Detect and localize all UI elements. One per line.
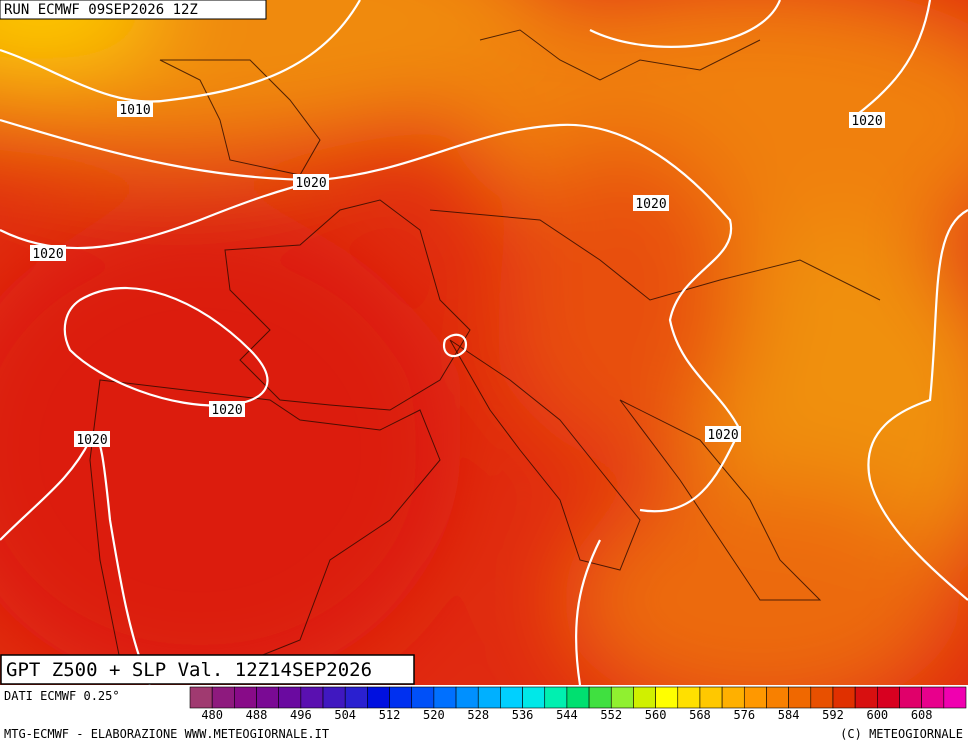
colorbar-swatch [544, 686, 568, 709]
colorbar-tick-label: 504 [334, 708, 356, 722]
colorbar-swatch [633, 686, 656, 709]
colorbar-swatch [300, 686, 324, 709]
run-label-box: RUN ECMWF 09SEP2026 12Z [0, 0, 267, 20]
footer-right: (C) METEOGIORNALE [840, 727, 963, 741]
colorbar-tick-label: 528 [467, 708, 489, 722]
colorbar-tick-label: 496 [290, 708, 312, 722]
isobar-label: 1020 [211, 403, 242, 418]
colorbar-swatch [877, 686, 900, 709]
colorbar-tick-label: 568 [689, 708, 711, 722]
isobar-label: 1020 [635, 197, 666, 212]
data-source: DATI ECMWF 0.25° [4, 689, 120, 703]
colorbar-tick-label: 576 [733, 708, 755, 722]
colorbar-swatch [389, 686, 413, 709]
colorbar-swatch [522, 686, 546, 709]
colorbar-tick-label: 488 [246, 708, 268, 722]
isobar-label-bg [30, 245, 66, 261]
isobar-label: 1020 [76, 433, 107, 448]
colorbar-swatch [743, 686, 767, 709]
colorbar-swatch [588, 686, 612, 709]
colorbar-swatch [566, 686, 590, 709]
colorbar-swatch [677, 686, 701, 709]
colorbar-swatch [411, 686, 435, 709]
colorbar-tick-label: 608 [911, 708, 933, 722]
colorbar-tick-label: 544 [556, 708, 578, 722]
isobar-label-bg [633, 195, 669, 211]
isobar-labels: 1010 1020 1020 1020 1020 1020 1020 1020 [30, 101, 885, 448]
isobar-label: 1020 [707, 428, 738, 443]
isobar-label: 1010 [119, 103, 150, 118]
colorbar-swatch [477, 686, 501, 709]
colorbar-swatch [788, 686, 812, 709]
map-field [0, 0, 968, 720]
colorbar-swatch [610, 686, 634, 709]
colorbar-swatch [433, 686, 457, 709]
colorbar-swatch [921, 686, 945, 709]
isobar-label: 1020 [295, 176, 326, 191]
colorbar-swatch [367, 686, 390, 709]
colorbar-tick-label: 536 [512, 708, 534, 722]
colorbar-swatch [234, 686, 257, 709]
colorbar-tick-label: 552 [600, 708, 622, 722]
colorbar: 480 488 496 504 512 520 528 536 544 552 560 568 576 5… [189, 686, 967, 722]
run-label: RUN ECMWF 09SEP2026 12Z [4, 2, 198, 18]
colorbar-tick-label: 584 [778, 708, 800, 722]
isobar-label-bg [293, 174, 329, 190]
colorbar-swatch [810, 686, 834, 709]
colorbar-swatch [278, 686, 302, 709]
colorbar-swatch [899, 686, 922, 709]
colorbar-swatch [256, 686, 279, 709]
colorbar-swatch [854, 686, 878, 709]
isobar-label: 1020 [32, 247, 63, 262]
isobar-label-bg [705, 426, 741, 442]
colorbar-swatch [455, 686, 479, 709]
colorbar-swatch [211, 686, 235, 709]
footer-left: MTG-ECMWF - ELABORAZIONE WWW.METEOGIORNA… [4, 727, 329, 741]
colorbar-swatch [655, 686, 679, 709]
colorbar-tick-label: 560 [645, 708, 667, 722]
colorbar-tick-label: 592 [822, 708, 844, 722]
isobar-label-bg [117, 101, 153, 117]
colorbar-tick-label: 600 [866, 708, 888, 722]
isobar-label-bg [74, 431, 110, 447]
colorbar-swatch [766, 686, 789, 709]
map-title-box: GPT Z500 + SLP Val. 12Z14SEP2026 [0, 654, 415, 685]
colorbar-swatch [699, 686, 723, 709]
colorbar-swatch [344, 686, 368, 709]
isobar-label-bg [209, 401, 245, 417]
coastlines [89, 29, 881, 681]
colorbar-swatch [322, 686, 346, 709]
colorbar-tick-label: 520 [423, 708, 445, 722]
colorbar-tick-label: 480 [201, 708, 223, 722]
colorbar-swatch [189, 686, 213, 709]
colorbar-tick-label: 512 [379, 708, 401, 722]
isobars [0, 0, 968, 686]
colorbar-swatch [943, 686, 967, 709]
colorbar-swatch [721, 686, 745, 709]
colorbar-swatch [500, 686, 523, 709]
isobar-label: 1020 [851, 114, 882, 129]
map-title: GPT Z500 + SLP Val. 12Z14SEP2026 [6, 659, 372, 681]
colorbar-swatch [832, 686, 856, 709]
isobar-label-bg [849, 112, 885, 128]
